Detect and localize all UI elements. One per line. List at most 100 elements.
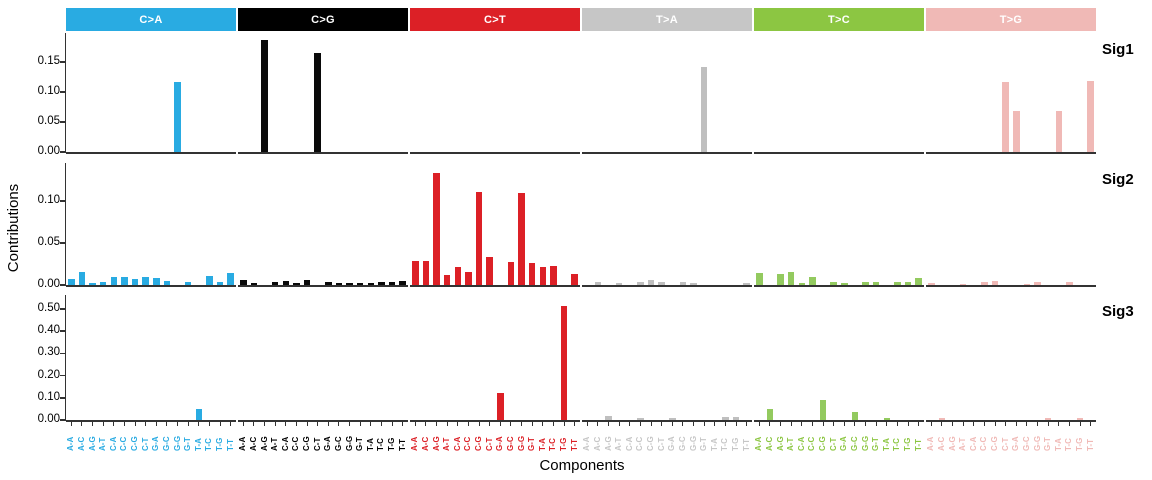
x-tick-mark bbox=[552, 421, 554, 426]
x-tick-mark bbox=[102, 421, 104, 426]
x-tick-mark bbox=[629, 421, 631, 426]
bar-sig2-t-c-c-t bbox=[830, 281, 837, 285]
x-tick-mark bbox=[994, 421, 996, 426]
x-axis-segment bbox=[66, 285, 236, 287]
bar-sig2-c-a-a-c bbox=[78, 272, 86, 285]
bar-sig2-t-g-g-g bbox=[1034, 282, 1041, 285]
x-tick-mark bbox=[639, 421, 641, 426]
bar-sig3-c-a-t-a bbox=[195, 409, 203, 420]
mutation-band-c-a: C>A bbox=[66, 8, 236, 31]
bar-sig2-c-g-t-g bbox=[388, 282, 396, 285]
panel-label-sig3: Sig3 bbox=[1102, 303, 1134, 320]
x-tick-mark bbox=[1090, 421, 1092, 426]
y-tick-mark bbox=[60, 91, 65, 93]
bar-sig2-c-a-c-t bbox=[142, 277, 149, 285]
x-tick-mark bbox=[391, 421, 393, 426]
x-tick-mark bbox=[854, 421, 856, 426]
x-tick-mark bbox=[457, 421, 459, 426]
x-tick-mark bbox=[1037, 421, 1039, 426]
bar-sig2-t-c-g-a bbox=[841, 283, 848, 285]
y-tick-mark bbox=[60, 330, 65, 332]
bar-sig1-t-g-t-t bbox=[1087, 81, 1094, 152]
x-tick-mark bbox=[166, 421, 168, 426]
mutation-band-t-a: T>A bbox=[582, 8, 752, 31]
bar-sig3-c-t-g-a bbox=[497, 392, 504, 420]
x-tick-mark bbox=[790, 421, 792, 426]
bar-sig2-t-g-g-c bbox=[1023, 284, 1031, 285]
y-tick-label: 0.05 bbox=[37, 114, 60, 127]
x-tick-mark bbox=[1005, 421, 1007, 426]
x-tick-mark bbox=[425, 421, 427, 426]
bar-sig2-c-t-c-c bbox=[465, 271, 472, 285]
bar-sig2-c-g-a-c bbox=[250, 283, 258, 285]
bar-sig2-c-a-a-a bbox=[68, 279, 75, 285]
x-tick-mark bbox=[822, 421, 824, 426]
component-label-t-g-t-t: T-T bbox=[1085, 439, 1095, 451]
y-tick-label: 0.10 bbox=[37, 193, 60, 206]
y-axis-title: Contributions bbox=[5, 183, 22, 273]
x-tick-mark bbox=[531, 421, 533, 426]
x-tick-mark bbox=[962, 421, 964, 426]
x-axis-segment bbox=[582, 420, 752, 422]
bar-sig2-c-g-a-a bbox=[240, 279, 247, 285]
y-tick-mark bbox=[60, 242, 65, 244]
x-tick-mark bbox=[952, 421, 954, 426]
bar-sig2-c-a-g-c bbox=[163, 280, 171, 285]
bar-sig3-t-a-t-c bbox=[722, 416, 729, 420]
bar-sig2-c-g-c-a bbox=[282, 280, 290, 285]
bar-sig3-t-c-a-c bbox=[766, 409, 774, 420]
bar-sig2-t-c-a-g bbox=[777, 274, 784, 285]
x-tick-mark bbox=[489, 421, 491, 426]
x-tick-mark bbox=[930, 421, 932, 426]
bar-sig3-t-a-a-g bbox=[605, 415, 612, 420]
bar-sig2-t-c-c-c bbox=[809, 277, 816, 285]
x-tick-mark bbox=[650, 421, 652, 426]
bar-sig2-c-t-c-a bbox=[454, 267, 462, 285]
x-tick-mark bbox=[70, 421, 72, 426]
x-tick-mark bbox=[285, 421, 287, 426]
bar-sig2-c-a-g-a bbox=[153, 278, 160, 285]
x-axis-segment bbox=[754, 285, 924, 287]
bar-sig3-t-g-t-g bbox=[1076, 418, 1084, 420]
x-tick-mark bbox=[81, 421, 83, 426]
x-tick-mark bbox=[833, 421, 835, 426]
x-tick-mark bbox=[1079, 421, 1081, 426]
bar-sig3-t-c-c-g bbox=[819, 400, 827, 420]
bar-sig3-t-c-t-a bbox=[883, 418, 891, 420]
bar-sig2-t-a-c-g bbox=[647, 279, 655, 285]
bar-sig2-c-a-c-a bbox=[110, 277, 118, 285]
x-tick-mark bbox=[973, 421, 975, 426]
bar-sig2-t-c-c-a bbox=[798, 283, 806, 285]
bar-sig2-c-t-a-t bbox=[443, 274, 451, 285]
panel-label-sig1: Sig1 bbox=[1102, 41, 1134, 58]
x-tick-mark bbox=[499, 421, 501, 426]
bar-sig2-c-t-t-c bbox=[550, 265, 557, 285]
bar-sig1-t-a-g-t bbox=[700, 67, 708, 152]
bar-sig2-t-c-a-t bbox=[787, 272, 795, 285]
x-tick-mark bbox=[349, 421, 351, 426]
y-tick-label: 0.20 bbox=[37, 368, 60, 381]
panel-label-sig2: Sig2 bbox=[1102, 171, 1134, 188]
x-tick-mark bbox=[907, 421, 909, 426]
x-tick-mark bbox=[380, 421, 382, 426]
component-label-t-c-t-t: T-T bbox=[913, 439, 923, 451]
x-tick-mark bbox=[586, 421, 588, 426]
bar-sig2-c-t-c-g bbox=[475, 191, 483, 285]
y-axis-line-sig3 bbox=[64, 295, 66, 421]
y-tick-label: 0.00 bbox=[37, 278, 60, 290]
component-label-c-g-t-t: T-T bbox=[397, 439, 407, 451]
bar-sig2-c-t-g-c bbox=[507, 262, 515, 285]
x-tick-mark bbox=[359, 421, 361, 426]
x-tick-mark bbox=[574, 421, 576, 426]
x-axis-segment bbox=[66, 420, 236, 422]
bar-sig3-t-a-t-g bbox=[732, 416, 740, 420]
y-tick-label: 0.00 bbox=[37, 145, 60, 157]
y-tick-label: 0.30 bbox=[37, 346, 60, 359]
bar-sig2-t-a-g-g bbox=[690, 283, 697, 285]
x-axis-segment bbox=[410, 152, 580, 154]
bar-sig2-t-c-a-a bbox=[756, 273, 763, 285]
x-tick-mark bbox=[123, 421, 125, 426]
bar-sig3-t-c-g-c bbox=[851, 411, 859, 420]
bar-sig2-t-c-g-t bbox=[872, 281, 880, 285]
x-tick-mark bbox=[208, 421, 210, 426]
